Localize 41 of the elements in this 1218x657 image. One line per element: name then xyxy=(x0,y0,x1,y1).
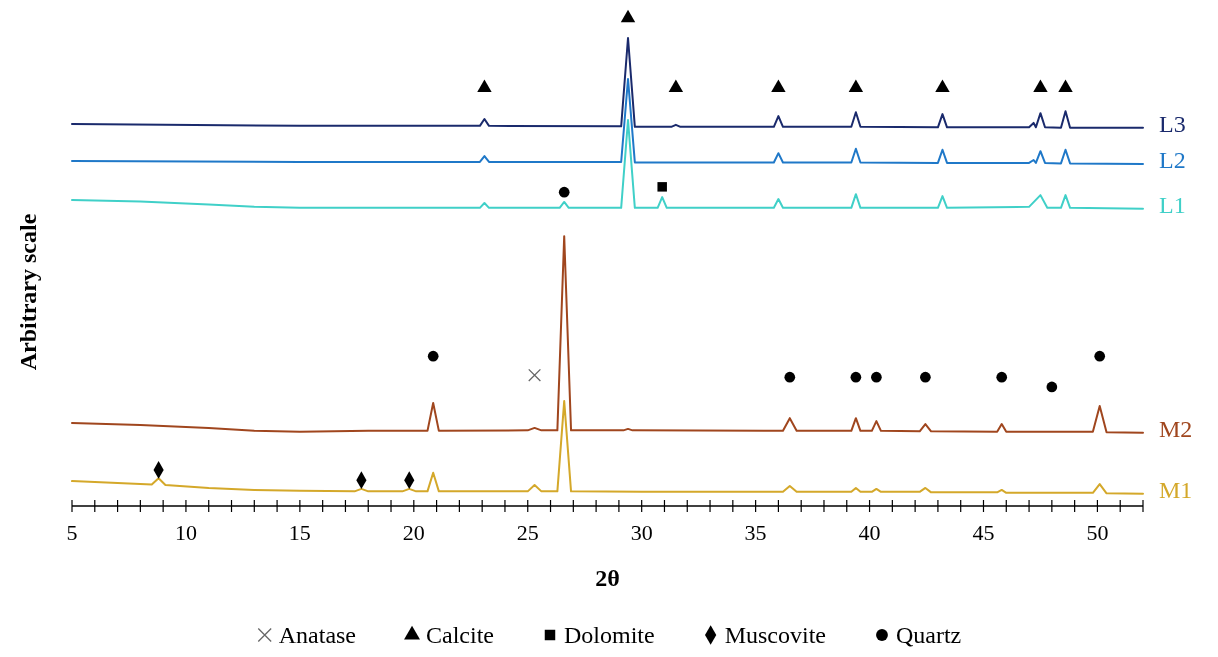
legend-label: Anatase xyxy=(278,622,357,648)
point xyxy=(848,79,864,92)
series-label: L2 xyxy=(1159,146,1186,173)
series-label: M1 xyxy=(1159,476,1193,503)
point xyxy=(620,9,636,23)
series-label: L1 xyxy=(1159,191,1186,218)
x-tick-label: 25 xyxy=(516,520,539,545)
point xyxy=(771,79,786,92)
x-tick-label: 35 xyxy=(744,520,767,545)
x-axis-title: 2θ xyxy=(595,565,620,591)
point xyxy=(784,371,796,383)
point xyxy=(477,79,492,92)
point xyxy=(668,79,684,92)
point xyxy=(427,350,439,362)
x-tick-label: 50 xyxy=(1086,520,1109,545)
point xyxy=(850,371,862,383)
legend-label: Quartz xyxy=(895,622,962,648)
x-tick-label: 20 xyxy=(402,520,425,545)
point xyxy=(1094,350,1106,362)
x-tick-label: 45 xyxy=(972,520,995,545)
legend-label: Dolomite xyxy=(563,622,655,648)
x-tick-label: 15 xyxy=(288,520,311,545)
point xyxy=(1058,79,1073,92)
point xyxy=(528,368,542,382)
point xyxy=(935,79,950,92)
x-tick-label: 5 xyxy=(66,520,78,545)
series-label: M2 xyxy=(1159,415,1193,442)
y-axis-title: Arbitrary scale xyxy=(15,213,41,371)
point xyxy=(1046,381,1058,393)
point xyxy=(657,182,667,192)
legend-label: Muscovite xyxy=(724,622,826,648)
point xyxy=(920,371,931,383)
x-tick-label: 10 xyxy=(174,520,197,545)
point xyxy=(558,186,570,198)
x-tick-label: 40 xyxy=(858,520,881,545)
series-label: L3 xyxy=(1159,110,1186,137)
point xyxy=(871,371,882,383)
point xyxy=(996,371,1008,383)
point xyxy=(1033,79,1048,92)
x-tick-label: 30 xyxy=(630,520,653,545)
legend-label: Calcite xyxy=(426,622,494,648)
